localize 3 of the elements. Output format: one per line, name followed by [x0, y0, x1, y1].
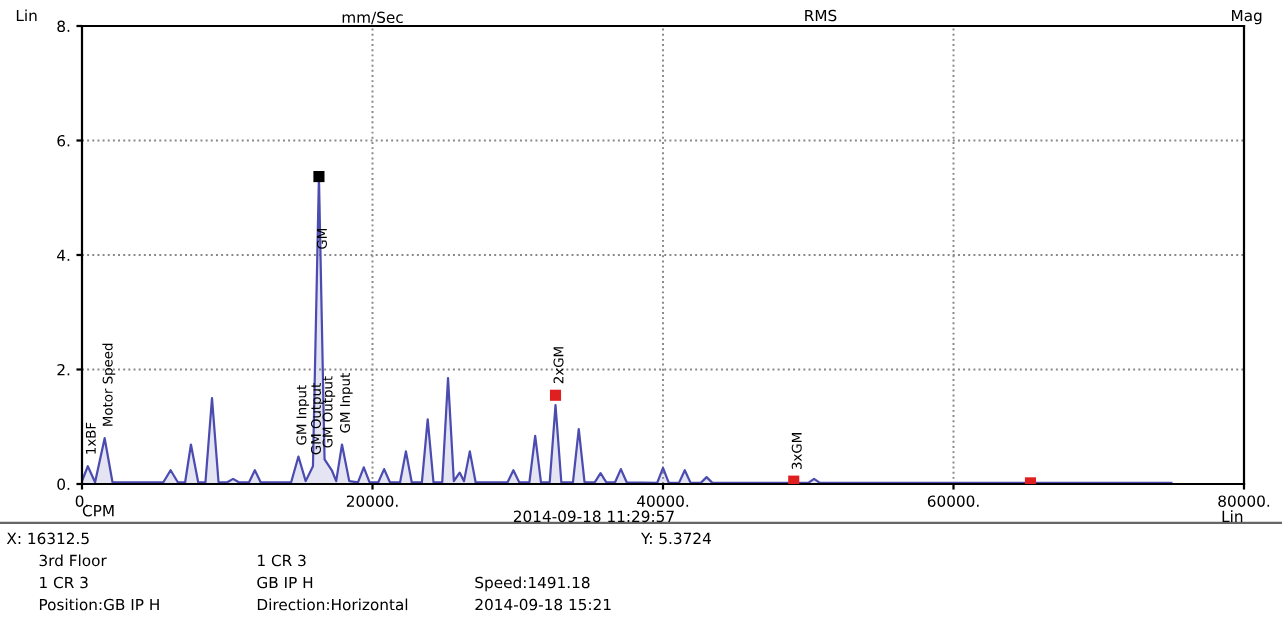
point [549, 389, 562, 401]
point [313, 171, 325, 183]
point [788, 475, 800, 484]
